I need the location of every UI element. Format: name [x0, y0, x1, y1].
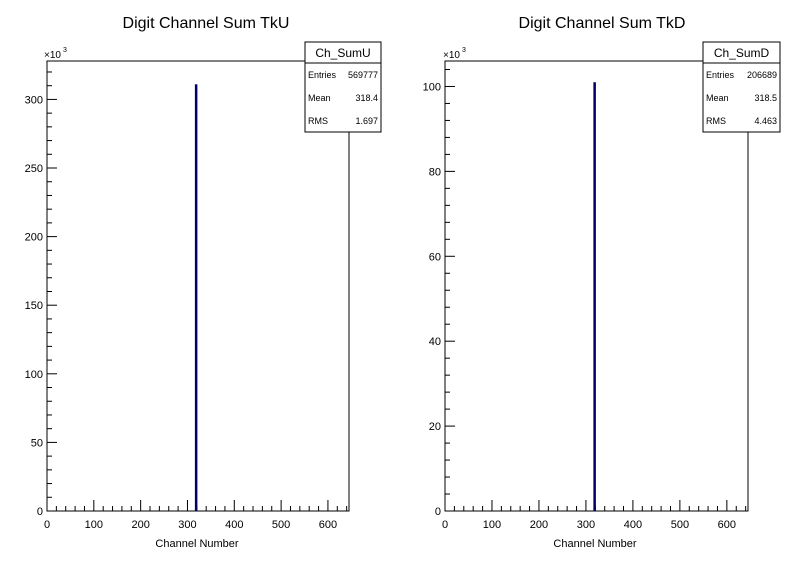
- stats-label: Entries: [308, 70, 337, 80]
- plot-frame: [444, 60, 749, 512]
- x-tick-label: 600: [718, 519, 736, 531]
- stats-value: 318.4: [355, 93, 378, 103]
- chart-title: Digit Channel Sum TkU: [123, 15, 290, 32]
- x-tick-label: 100: [483, 519, 501, 531]
- stats-value: 1.697: [355, 116, 378, 126]
- stats-box-frame: [304, 41, 382, 133]
- x-tick-label: 200: [530, 519, 548, 531]
- y-multiplier-exp: 3: [63, 47, 67, 54]
- chart-title: Digit Channel Sum TkD: [519, 15, 686, 32]
- stats-box: Ch_SumU Entries 569777 Mean 318.4 RMS 1.697: [304, 41, 382, 133]
- x-tick-label: 300: [178, 519, 196, 531]
- panel-tkd: Digit Channel Sum TkD 0 100 200 300 400 500 60…: [423, 15, 781, 550]
- stats-label: Mean: [308, 93, 331, 103]
- y-tick-label: 300: [25, 94, 43, 106]
- stats-name: Ch_SumU: [315, 46, 370, 60]
- y-tick-label: 0: [435, 506, 441, 518]
- stats-value: 206689: [747, 70, 777, 80]
- x-tick-label: 500: [671, 519, 689, 531]
- panel-tku: Digit Channel Sum TkU 0 100 200 300 400 500 60…: [25, 15, 382, 550]
- stats-label: Mean: [706, 93, 729, 103]
- stats-value: 569777: [348, 70, 378, 80]
- x-tick-label: 600: [319, 519, 337, 531]
- y-multiplier-base: ×10: [443, 50, 460, 61]
- y-tick-label: 80: [429, 166, 441, 178]
- plot-area: 0 100 200 300 400 500 600 0 20 40 60 80 100: [423, 60, 749, 531]
- x-tick-label: 300: [577, 519, 595, 531]
- stats-label: RMS: [706, 116, 726, 126]
- x-tick-label: 400: [225, 519, 243, 531]
- y-multiplier-base: ×10: [44, 50, 61, 61]
- x-axis-label: Channel Number: [553, 538, 636, 550]
- plot-area: 0 100 200 300 400 500 600 0 50 100 150 200 250 300: [25, 60, 350, 531]
- plot-frame: [46, 60, 350, 512]
- stats-box: Ch_SumD Entries 206689 Mean 318.5 RMS 4.463: [702, 41, 781, 133]
- x-tick-label: 500: [272, 519, 290, 531]
- y-multiplier: ×10 3: [443, 47, 466, 61]
- histogram-bar: [194, 84, 198, 511]
- y-tick-label: 100: [25, 369, 43, 381]
- stats-box-frame: [702, 41, 781, 133]
- y-tick-label: 250: [25, 163, 43, 175]
- stats-label: RMS: [308, 116, 328, 126]
- y-tick-label: 200: [25, 232, 43, 244]
- x-tick-label: 0: [44, 519, 50, 531]
- y-tick-label: 0: [37, 506, 43, 518]
- y-tick-label: 60: [429, 251, 441, 263]
- y-tick-label: 20: [429, 421, 441, 433]
- stats-label: Entries: [706, 70, 735, 80]
- x-axis-label: Channel Number: [155, 538, 238, 550]
- y-tick-label: 50: [31, 437, 43, 449]
- y-multiplier-exp: 3: [462, 47, 466, 54]
- stats-name: Ch_SumD: [714, 46, 770, 60]
- x-tick-label: 100: [85, 519, 103, 531]
- y-tick-label: 100: [423, 81, 441, 93]
- x-tick-label: 400: [624, 519, 642, 531]
- stats-value: 4.463: [754, 116, 777, 126]
- stats-value: 318.5: [754, 93, 777, 103]
- histogram-bar: [593, 82, 596, 512]
- y-tick-label: 40: [429, 336, 441, 348]
- x-tick-label: 0: [442, 519, 448, 531]
- y-multiplier: ×10 3: [44, 47, 67, 61]
- y-tick-label: 150: [25, 300, 43, 312]
- x-tick-label: 200: [131, 519, 149, 531]
